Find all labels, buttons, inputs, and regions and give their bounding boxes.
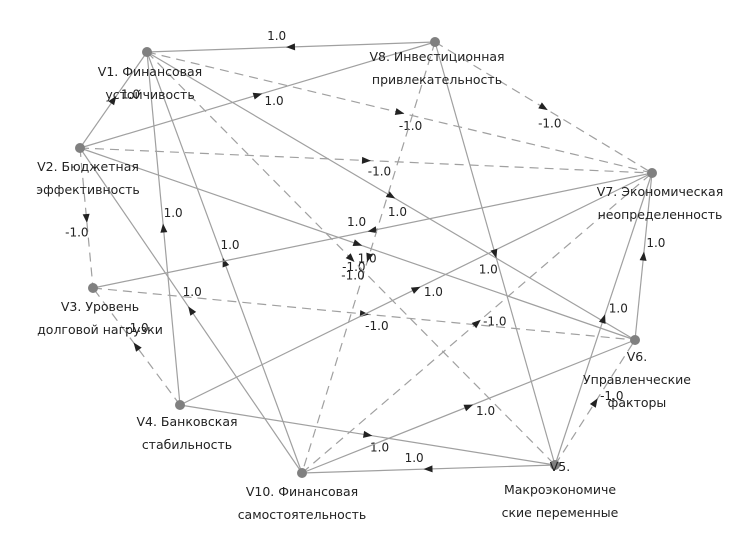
- arrowhead: [366, 252, 374, 263]
- arrowhead: [410, 286, 421, 294]
- edge: [79, 147, 94, 289]
- edge-weight: 1.0: [220, 238, 239, 252]
- edge-weight: -1.0: [341, 269, 364, 283]
- arrowhead: [598, 314, 606, 324]
- arrowhead: [471, 319, 481, 329]
- edge-weight: -1.0: [125, 321, 148, 335]
- node-label: V3. Уровень долговой нагрузки: [37, 299, 163, 337]
- arrowhead: [352, 239, 363, 246]
- node: [142, 47, 152, 57]
- arrowhead: [133, 342, 142, 352]
- edge-weight: -1.0: [538, 117, 561, 131]
- edge-weight: 1.0: [424, 285, 443, 299]
- node: [297, 468, 307, 478]
- arrowhead: [222, 257, 230, 268]
- arrowhead: [423, 465, 433, 473]
- edge-weight: -1.0: [399, 119, 422, 133]
- edge-weight: 1.0: [183, 285, 202, 299]
- node-label: V4. Банковская стабильность: [136, 414, 238, 452]
- edge-weight: -1.0: [368, 165, 391, 179]
- node: [75, 143, 85, 153]
- edge: [554, 339, 636, 466]
- arrowhead: [538, 102, 548, 111]
- node: [430, 37, 440, 47]
- edge-weight: 1.0: [646, 236, 665, 250]
- node-label: V7. Экономическая неопределенность: [596, 184, 724, 222]
- edge-weight: 1.0: [388, 205, 407, 219]
- edge-weight: 1.0: [609, 302, 628, 316]
- edge-weight: -1.0: [65, 225, 88, 239]
- arrowhead: [82, 213, 90, 223]
- arrowhead: [188, 306, 197, 316]
- node-label: V2. Бюджетная эффективность: [36, 159, 140, 197]
- node: [88, 283, 98, 293]
- node: [647, 168, 657, 178]
- node-label: V6. Управленческие факторы: [583, 349, 691, 410]
- edge-weight: 1.0: [370, 441, 389, 455]
- edge-weight: -1.0: [600, 389, 623, 403]
- arrowhead: [362, 430, 373, 438]
- edge-weight: 1.0: [405, 451, 424, 465]
- arrowhead: [463, 404, 474, 412]
- edge: [92, 287, 181, 406]
- node-label: V8. Инвестиционная привлекательность: [369, 49, 505, 87]
- node-label: V10. Финансовая самостоятельность: [237, 484, 367, 522]
- edge-weight: 1.0: [476, 404, 495, 418]
- edge-weight: 1.0: [347, 215, 366, 229]
- arrowhead: [252, 92, 263, 100]
- arrowhead: [490, 248, 498, 259]
- arrowhead: [160, 223, 168, 233]
- arrowhead: [108, 95, 117, 106]
- node: [550, 460, 560, 470]
- arrowhead: [367, 226, 378, 234]
- node: [630, 335, 640, 345]
- node: [175, 400, 185, 410]
- node-label: V5. Макроэкономические переменные: [501, 459, 619, 520]
- edge-weight: 1.0: [265, 94, 284, 108]
- arrowhead: [345, 253, 355, 263]
- edge-weight: -1.0: [483, 315, 506, 329]
- edge-weight: -1.0: [365, 319, 388, 333]
- edge-weight: -1.0: [342, 260, 365, 274]
- arrowhead: [394, 108, 405, 115]
- arrowhead: [639, 251, 647, 261]
- edge-weight: 1.0: [121, 87, 140, 101]
- arrowhead: [385, 190, 396, 199]
- arrowhead: [361, 156, 371, 164]
- arrowhead: [286, 43, 296, 51]
- node-label: V1. Финансовая устойчивость: [97, 64, 203, 102]
- arrowhead: [589, 398, 598, 408]
- edge-weight: 1.0: [164, 206, 183, 220]
- edge-weight: 1.0: [267, 29, 286, 43]
- edge-weight: 1.0: [479, 262, 498, 276]
